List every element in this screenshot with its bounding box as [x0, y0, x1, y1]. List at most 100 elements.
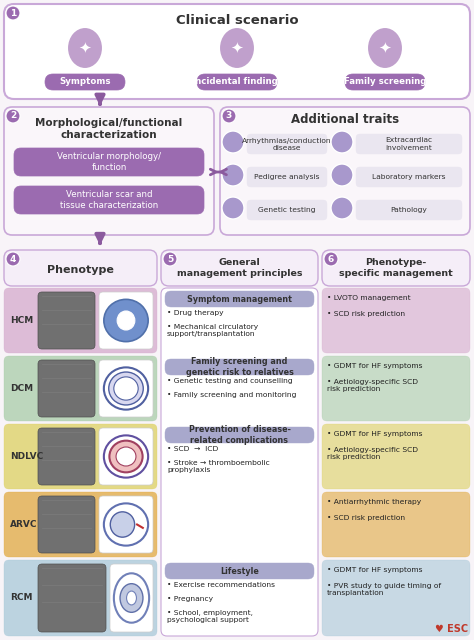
Ellipse shape [114, 377, 138, 400]
FancyBboxPatch shape [322, 288, 470, 353]
Text: Additional traits: Additional traits [291, 113, 399, 126]
Ellipse shape [109, 372, 143, 405]
FancyBboxPatch shape [4, 4, 470, 99]
Text: • Stroke → thromboembolic
prophylaxis: • Stroke → thromboembolic prophylaxis [167, 460, 270, 473]
FancyBboxPatch shape [247, 134, 327, 154]
FancyBboxPatch shape [197, 74, 277, 90]
Text: ✦: ✦ [231, 40, 243, 56]
Ellipse shape [219, 27, 255, 69]
Text: 6: 6 [328, 255, 334, 264]
Ellipse shape [120, 584, 143, 612]
FancyBboxPatch shape [165, 291, 314, 307]
FancyBboxPatch shape [322, 560, 470, 636]
Text: Genetic testing: Genetic testing [258, 207, 316, 213]
Text: 4: 4 [10, 255, 16, 264]
Text: Laboratory markers: Laboratory markers [372, 174, 446, 180]
Text: ✦: ✦ [79, 40, 91, 56]
Circle shape [163, 252, 177, 266]
Text: ARVC: ARVC [10, 520, 37, 529]
Text: ♥ ESC: ♥ ESC [435, 624, 468, 634]
FancyBboxPatch shape [322, 424, 470, 489]
Ellipse shape [117, 311, 135, 330]
FancyBboxPatch shape [4, 288, 157, 353]
FancyBboxPatch shape [165, 359, 314, 375]
Circle shape [6, 252, 20, 266]
FancyBboxPatch shape [322, 492, 470, 557]
Text: • SCD  →  ICD: • SCD → ICD [167, 446, 218, 452]
FancyBboxPatch shape [356, 134, 462, 154]
Circle shape [6, 109, 20, 123]
FancyBboxPatch shape [38, 360, 95, 417]
Text: Phenotype: Phenotype [47, 265, 114, 275]
Text: Morphological/functional
characterization: Morphological/functional characterizatio… [36, 118, 182, 140]
FancyBboxPatch shape [356, 200, 462, 220]
Circle shape [222, 109, 236, 123]
FancyBboxPatch shape [99, 428, 153, 485]
FancyBboxPatch shape [165, 427, 314, 443]
Text: RCM: RCM [10, 593, 33, 602]
Text: • Antiarrhythmic therapy: • Antiarrhythmic therapy [327, 499, 421, 505]
Text: • LVOTO management: • LVOTO management [327, 295, 410, 301]
Text: 2: 2 [10, 111, 16, 120]
Ellipse shape [109, 441, 143, 472]
Text: Symptom management: Symptom management [187, 294, 292, 303]
Text: Pathology: Pathology [391, 207, 428, 213]
FancyBboxPatch shape [4, 424, 157, 489]
FancyBboxPatch shape [45, 74, 125, 90]
FancyBboxPatch shape [4, 107, 214, 235]
FancyBboxPatch shape [247, 200, 327, 220]
FancyBboxPatch shape [165, 563, 314, 579]
Circle shape [324, 252, 338, 266]
FancyBboxPatch shape [110, 564, 153, 632]
FancyBboxPatch shape [38, 496, 95, 553]
Text: DCM: DCM [10, 384, 33, 393]
Text: Symptoms: Symptoms [59, 77, 111, 86]
Circle shape [222, 164, 244, 186]
Text: Incidental findings: Incidental findings [191, 77, 283, 86]
FancyBboxPatch shape [99, 496, 153, 553]
Text: • Pregnancy: • Pregnancy [167, 596, 213, 602]
Text: Family screening and
genetic risk to relatives: Family screening and genetic risk to rel… [185, 357, 293, 377]
FancyBboxPatch shape [4, 492, 157, 557]
Text: ✦: ✦ [379, 40, 392, 56]
Ellipse shape [104, 300, 148, 342]
FancyBboxPatch shape [99, 360, 153, 417]
Text: • Genetic testing and counselling: • Genetic testing and counselling [167, 378, 292, 384]
Text: Family screening: Family screening [344, 77, 426, 86]
FancyBboxPatch shape [99, 292, 153, 349]
Text: • GDMT for HF symptoms: • GDMT for HF symptoms [327, 567, 422, 573]
Text: Clinical scenario: Clinical scenario [176, 14, 298, 27]
Text: Arrhythmias/conduction
disease: Arrhythmias/conduction disease [242, 138, 332, 150]
Text: • GDMT for HF symptoms: • GDMT for HF symptoms [327, 431, 422, 437]
Ellipse shape [104, 367, 148, 410]
Circle shape [331, 131, 353, 153]
Circle shape [331, 164, 353, 186]
Text: Ventricular scar and
tissue characterization: Ventricular scar and tissue characteriza… [60, 190, 158, 210]
Ellipse shape [127, 591, 137, 605]
Text: Pedigree analysis: Pedigree analysis [254, 174, 320, 180]
FancyBboxPatch shape [38, 564, 106, 632]
FancyBboxPatch shape [14, 186, 204, 214]
Ellipse shape [116, 447, 136, 466]
Text: Ventricular morphology/
function: Ventricular morphology/ function [57, 152, 161, 172]
Text: General
management principles: General management principles [177, 259, 302, 278]
Text: 1: 1 [10, 8, 16, 17]
Text: Lifestyle: Lifestyle [220, 566, 259, 575]
FancyBboxPatch shape [4, 560, 157, 636]
FancyBboxPatch shape [322, 356, 470, 421]
Ellipse shape [110, 512, 135, 537]
Text: • PVR study to guide timing of
transplantation: • PVR study to guide timing of transplan… [327, 583, 441, 596]
Text: • SCD risk prediction: • SCD risk prediction [327, 311, 405, 317]
FancyBboxPatch shape [161, 250, 318, 286]
Ellipse shape [104, 504, 148, 546]
Ellipse shape [67, 27, 103, 69]
Text: NDLVC: NDLVC [10, 452, 43, 461]
Text: • Drug therapy: • Drug therapy [167, 310, 224, 316]
Circle shape [331, 197, 353, 219]
Text: • SCD risk prediction: • SCD risk prediction [327, 515, 405, 521]
FancyBboxPatch shape [356, 167, 462, 187]
Text: • Mechanical circulatory
support/transplantation: • Mechanical circulatory support/transpl… [167, 324, 258, 337]
Text: Extracardiac
involvement: Extracardiac involvement [385, 138, 433, 150]
FancyBboxPatch shape [247, 167, 327, 187]
FancyBboxPatch shape [4, 250, 157, 286]
